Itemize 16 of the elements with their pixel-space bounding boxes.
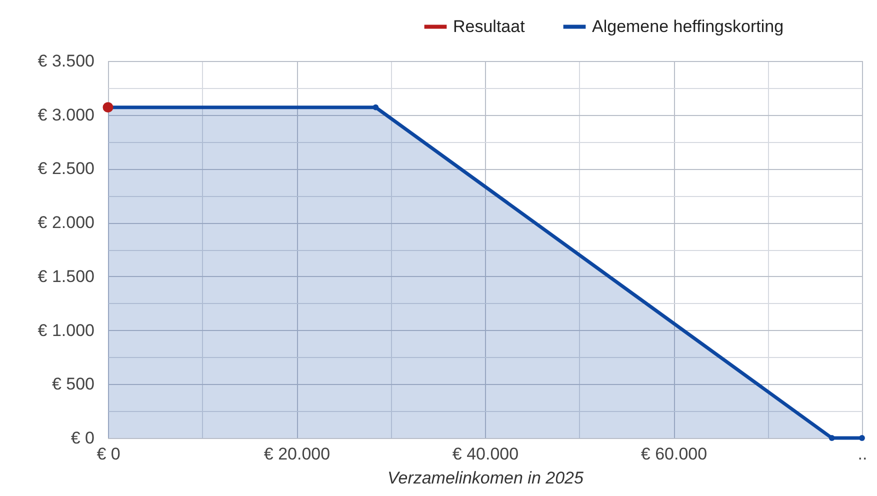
y-tick-label: € 500 [52,374,94,394]
x-tick-label: .. [858,444,868,464]
y-tick-label: € 1.000 [38,320,94,340]
x-tick-label: € 60.000 [640,444,708,464]
y-tick-label: € 1.500 [38,266,94,286]
x-tick-label: € 20.000 [264,444,330,464]
legend-label: Algemene heffingskorting [592,16,784,36]
y-tick-label: € 3.500 [38,52,94,70]
y-tick-label: € 2.500 [38,159,94,178]
y-tick-label: € 0 [70,428,94,448]
x-tick-label: € 0 [96,444,120,464]
y-tick-label: € 2.000 [38,213,94,232]
x-axis-title: Verzamelinkomen in 2025 [388,468,584,488]
legend-label: Resultaat [453,16,526,36]
y-tick-label: € 3.000 [38,105,94,124]
x-tick-label: € 40.000 [452,444,519,464]
